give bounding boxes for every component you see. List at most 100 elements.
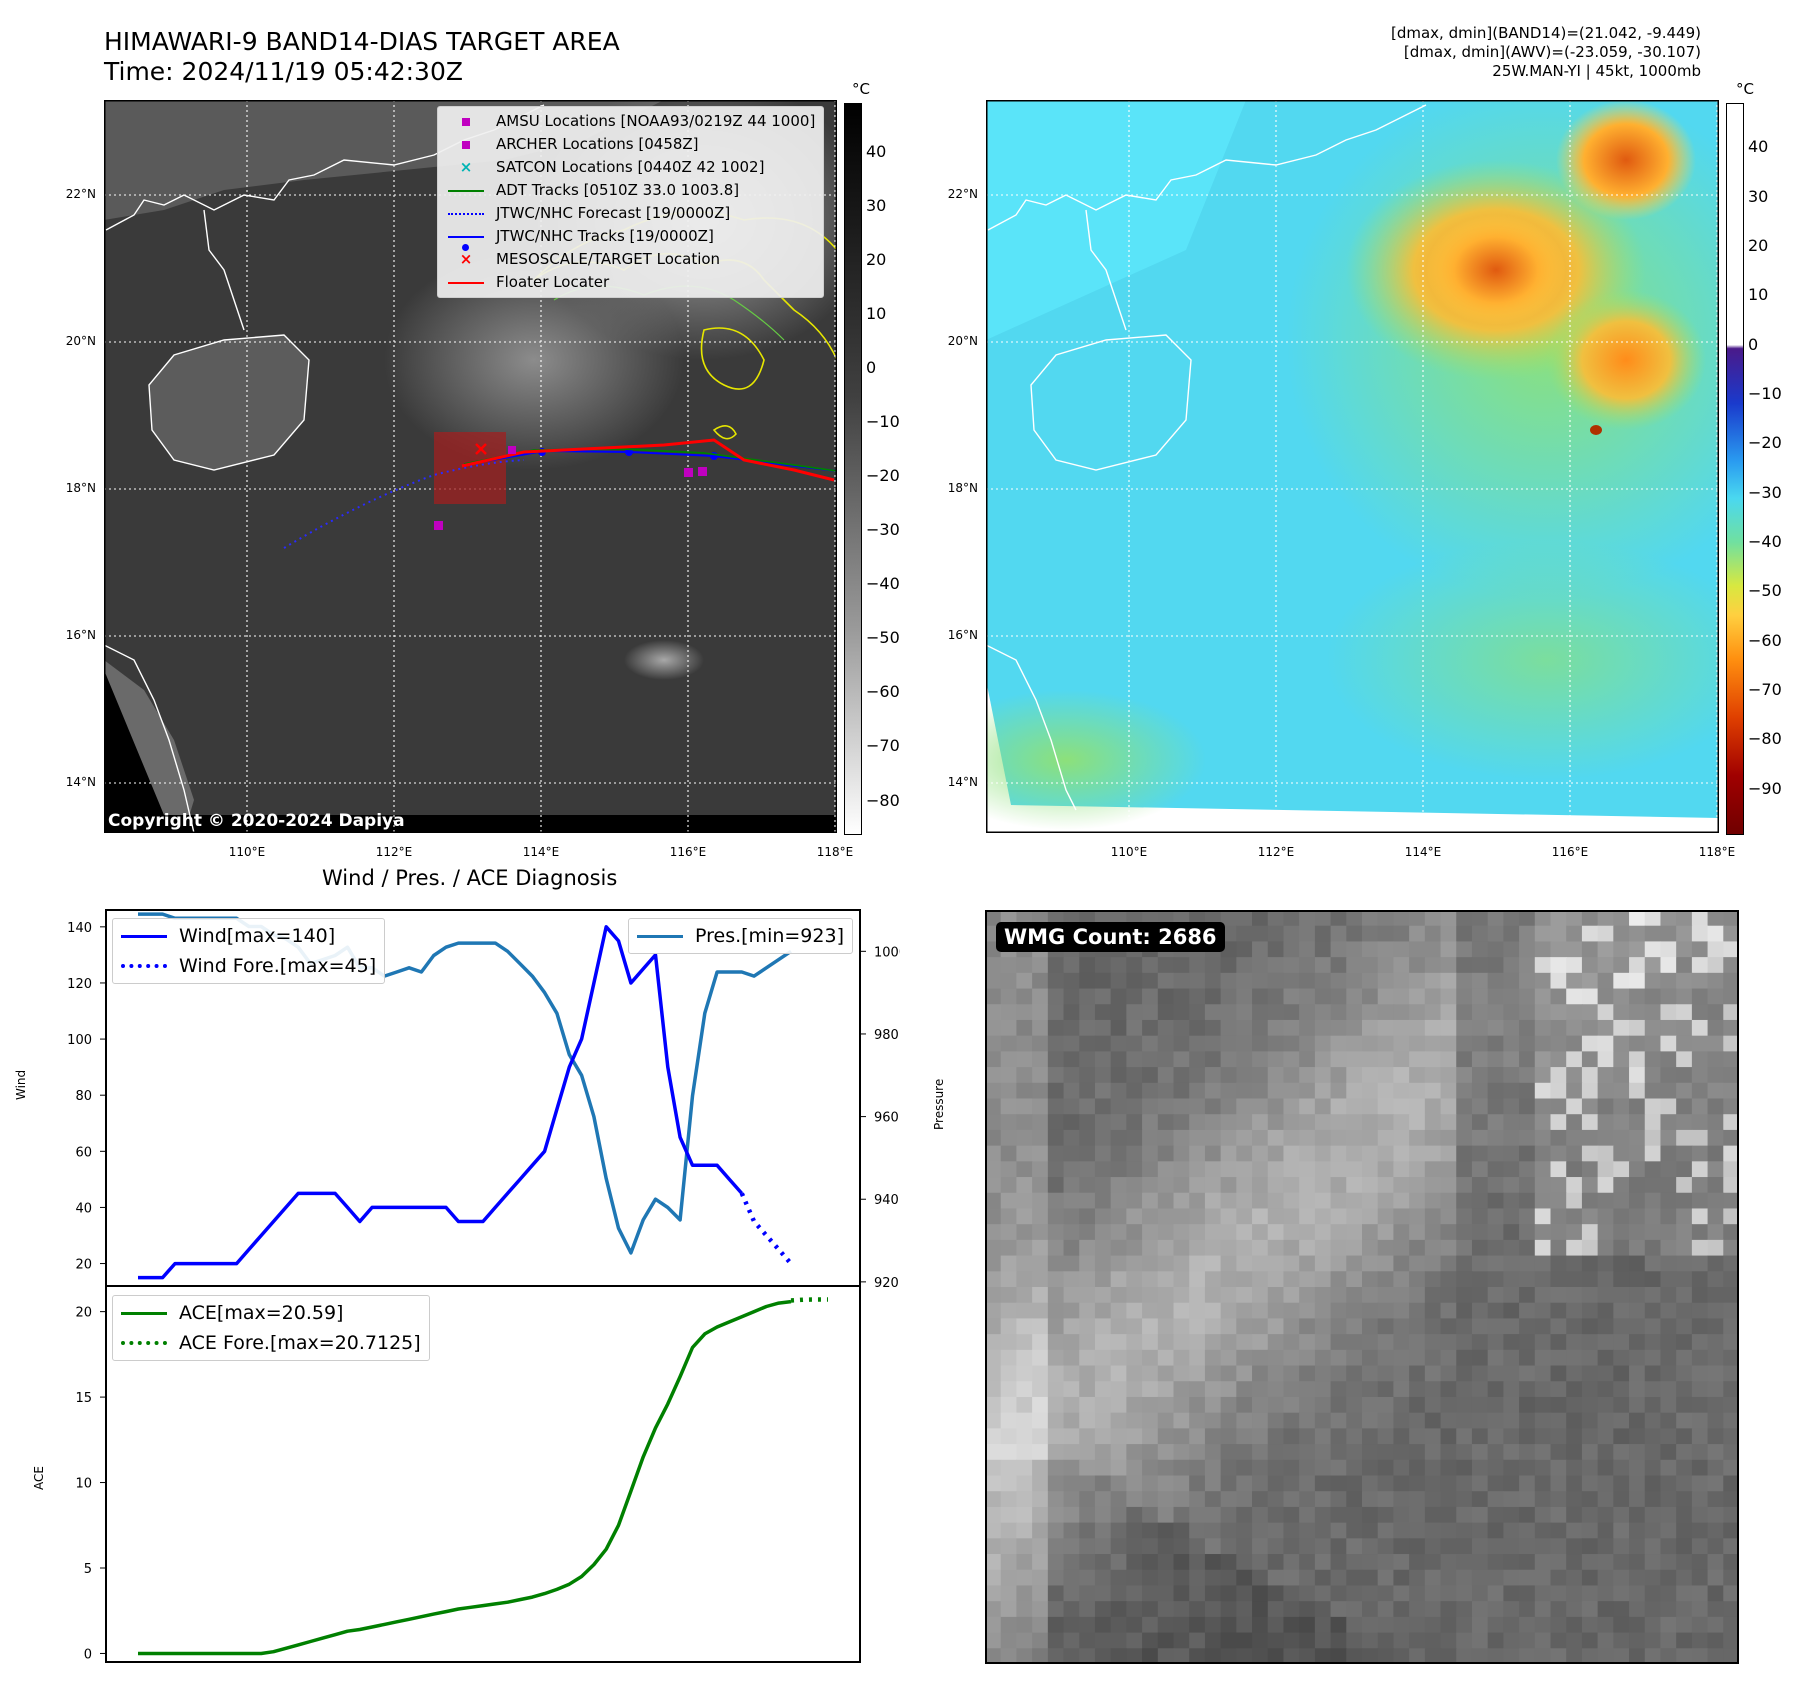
wmg-pixel bbox=[1534, 1208, 1552, 1225]
wmg-pixel bbox=[1252, 1506, 1269, 1524]
wmg-pixel bbox=[1063, 1035, 1080, 1052]
wmg-pixel bbox=[1204, 1019, 1222, 1037]
wmg-pixel bbox=[1000, 1365, 1018, 1382]
wmg-pixel bbox=[1173, 1004, 1190, 1021]
wmg-pixel bbox=[1644, 1506, 1662, 1524]
wmg-pixel bbox=[1487, 1129, 1504, 1147]
wmg-pixel bbox=[1032, 957, 1049, 974]
wmg-pixel bbox=[1299, 1585, 1316, 1602]
wmg-pixel bbox=[1409, 1129, 1426, 1147]
wmg-pixel bbox=[1142, 1522, 1159, 1539]
wmg-pixel bbox=[1204, 1522, 1222, 1539]
wmg-pixel bbox=[1330, 988, 1347, 1005]
wmg-pixel bbox=[1629, 1475, 1646, 1492]
wmg-pixel bbox=[1581, 1601, 1599, 1618]
wmg-pixel bbox=[985, 1632, 1002, 1649]
wmg-pixel bbox=[1110, 1224, 1127, 1241]
wmg-pixel bbox=[1330, 1444, 1347, 1461]
wmg-pixel bbox=[1204, 1334, 1222, 1351]
wmg-pixel bbox=[1314, 972, 1332, 990]
wmg-pixel bbox=[1377, 910, 1395, 927]
wmg-pixel bbox=[1597, 1145, 1614, 1162]
wmg-pixel bbox=[1393, 1365, 1410, 1382]
wmg-pixel bbox=[1079, 1161, 1096, 1178]
leizhou-coastline bbox=[203, 209, 245, 331]
wmg-pixel bbox=[1503, 1051, 1520, 1068]
wmg-pixel bbox=[1660, 1082, 1677, 1100]
wmg-pixel bbox=[1267, 1318, 1285, 1335]
wmg-pixel bbox=[1204, 1381, 1222, 1398]
wmg-pixel bbox=[1236, 1114, 1253, 1131]
wmg-pixel bbox=[1581, 1538, 1599, 1555]
wmg-pixel bbox=[1409, 1365, 1426, 1382]
wmg-pixel bbox=[1126, 1554, 1143, 1571]
wmg-pixel bbox=[1409, 1271, 1426, 1288]
wmg-pixel bbox=[1456, 1161, 1473, 1178]
wmg-pixel bbox=[1424, 1616, 1442, 1634]
wmg-pixel bbox=[1691, 1475, 1709, 1492]
wmg-pixel bbox=[1346, 1098, 1363, 1115]
wmg-pixel bbox=[1173, 1538, 1190, 1555]
wmg-pixel bbox=[1519, 988, 1536, 1005]
wmg-pixel bbox=[1299, 1459, 1316, 1477]
wmg-pixel bbox=[1424, 1648, 1442, 1664]
wmg-pixel bbox=[1440, 1004, 1457, 1021]
wmg-pixel bbox=[1189, 988, 1206, 1005]
wmg-pixel bbox=[1267, 941, 1285, 958]
wmg-pixel bbox=[1707, 1349, 1724, 1367]
wmg-pixel bbox=[1377, 1098, 1395, 1115]
wmg-pixel bbox=[1723, 1067, 1739, 1084]
wmg-pixel bbox=[1252, 1396, 1269, 1414]
wmg-pixel bbox=[1660, 1632, 1677, 1649]
wmg-pixel bbox=[1676, 1035, 1693, 1052]
wmg-pixel bbox=[1267, 1459, 1285, 1477]
wmg-pixel bbox=[1079, 1522, 1096, 1539]
wmg-pixel bbox=[1173, 1271, 1190, 1288]
wmg-pixel bbox=[1267, 910, 1285, 927]
wmg-pixel bbox=[1707, 925, 1724, 943]
wmg-pixel bbox=[1393, 1554, 1410, 1571]
wmg-pixel bbox=[1094, 1114, 1112, 1131]
wmg-pixel bbox=[1110, 1475, 1127, 1492]
wmg-pixel bbox=[1016, 1082, 1033, 1100]
wmg-pixel bbox=[1707, 1554, 1724, 1571]
contour-yellow-2 bbox=[700, 327, 765, 390]
wmg-pixel bbox=[1691, 1208, 1709, 1225]
wmg-pixel bbox=[1393, 1004, 1410, 1021]
wmg-pixel bbox=[1644, 1067, 1662, 1084]
wmg-pixel bbox=[1267, 1098, 1285, 1115]
wmg-pixel bbox=[1157, 1459, 1175, 1477]
left-colorbar-tick: 20 bbox=[866, 249, 887, 269]
wmg-pixel bbox=[1424, 1444, 1442, 1461]
wmg-pixel bbox=[1440, 1082, 1457, 1100]
wmg-pixel bbox=[1252, 1129, 1269, 1147]
wmg-pixel bbox=[1629, 1129, 1646, 1147]
wmg-pixel bbox=[1629, 1114, 1646, 1131]
wmg-pixel bbox=[1660, 1569, 1677, 1587]
wmg-pixel bbox=[1173, 1428, 1190, 1445]
wmg-pixel bbox=[1346, 1224, 1363, 1241]
wmg-pixel bbox=[1424, 988, 1442, 1005]
wmg-pixel bbox=[1644, 1459, 1662, 1477]
wmg-pixel bbox=[1032, 1161, 1049, 1178]
wmg-pixel bbox=[1629, 1491, 1646, 1508]
left-lat-label: 14°N bbox=[65, 775, 96, 789]
wmg-pixel bbox=[1424, 1239, 1442, 1257]
wmg-pixel bbox=[1519, 1475, 1536, 1492]
wmg-pixel bbox=[1204, 1192, 1222, 1210]
wmg-pixel bbox=[1644, 1161, 1662, 1178]
wmg-pixel bbox=[1362, 1538, 1379, 1555]
legend-jtwc-forecast: JTWC/NHC Forecast [19/0000Z] bbox=[446, 202, 815, 225]
wmg-pixel bbox=[1644, 1396, 1662, 1414]
wmg-pixel bbox=[1110, 1585, 1127, 1602]
wmg-pixel bbox=[1629, 1334, 1646, 1351]
wmg-pixel bbox=[1110, 1381, 1127, 1398]
square-marker-icon bbox=[446, 140, 486, 149]
wmg-pixel bbox=[1691, 941, 1709, 958]
wmg-pixel bbox=[1283, 1349, 1300, 1367]
wmg-pixel bbox=[1409, 1475, 1426, 1492]
wmg-pixel bbox=[1283, 1648, 1300, 1664]
wmg-pixel bbox=[1063, 1318, 1080, 1335]
wmg-pixel bbox=[1110, 1287, 1127, 1304]
wmg-pixel bbox=[1534, 1239, 1552, 1257]
